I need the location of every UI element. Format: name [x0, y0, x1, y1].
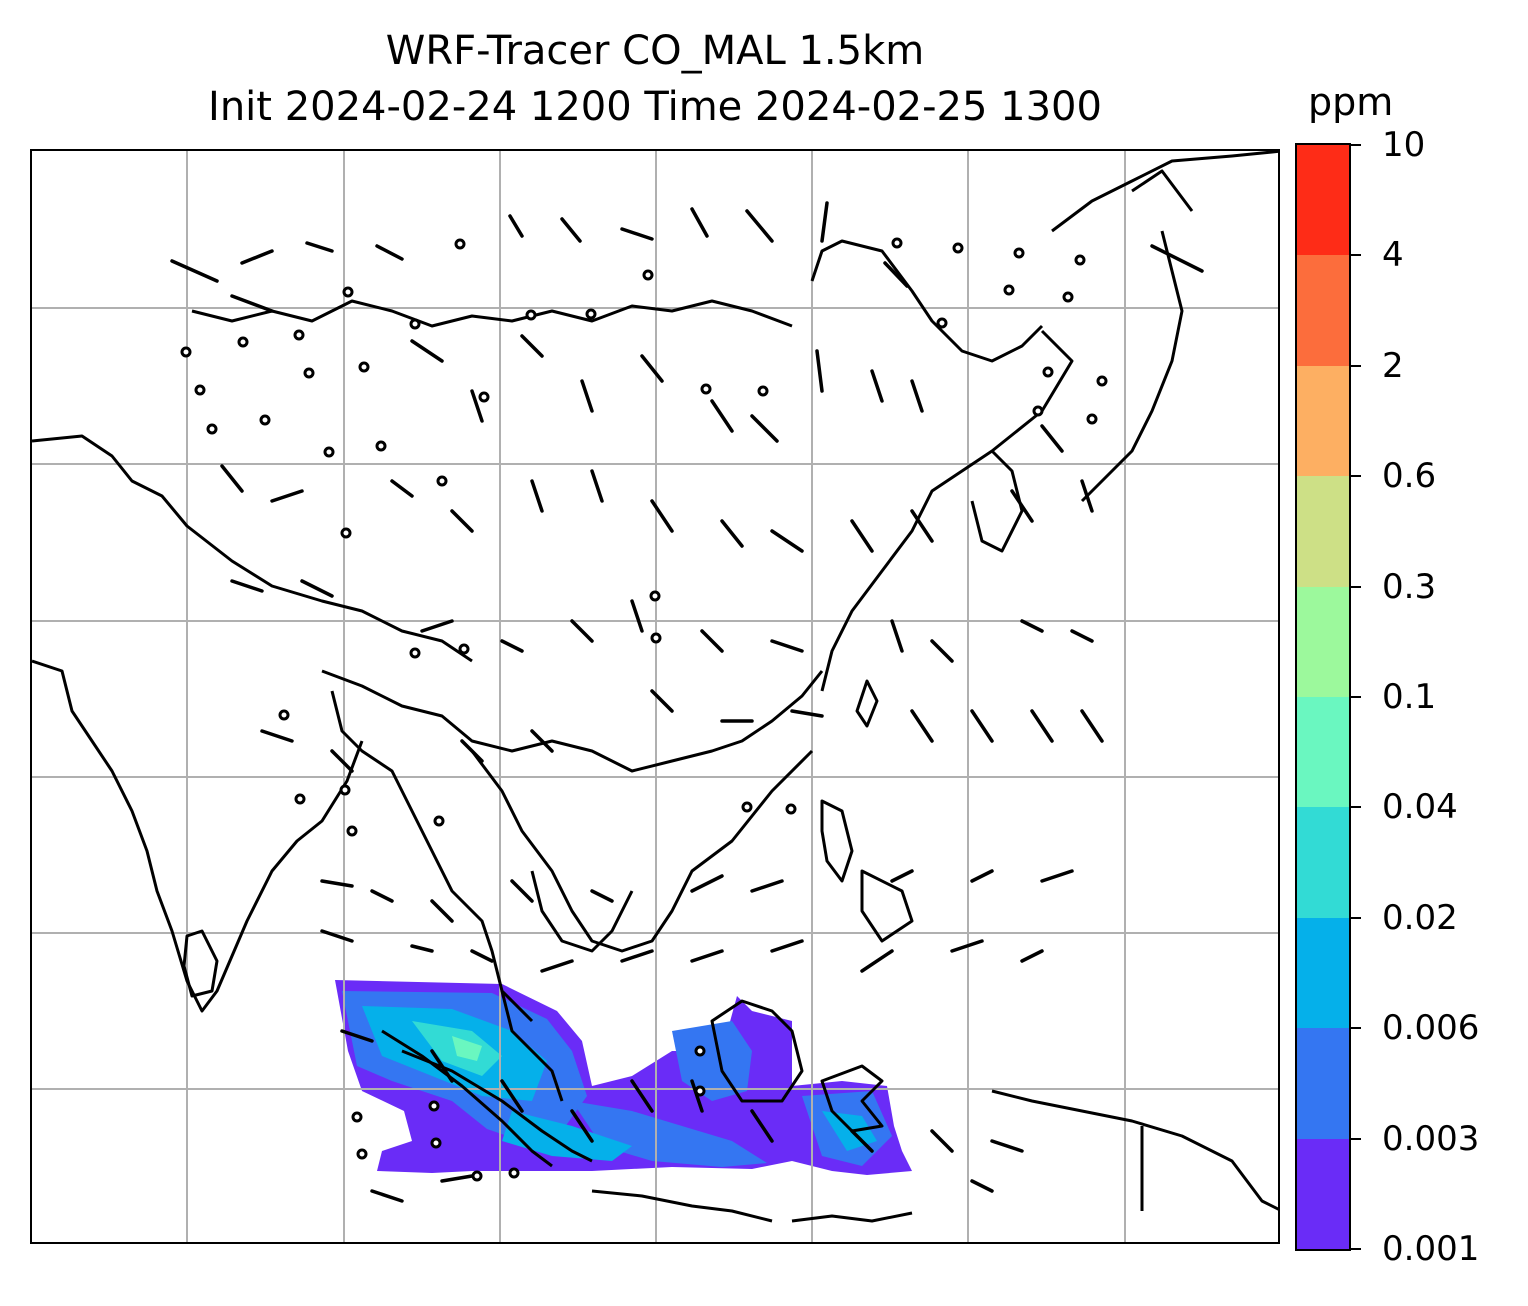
malay-peninsula	[500, 990, 564, 1102]
colorbar-tick	[1351, 254, 1361, 257]
bangladesh-myanmar	[330, 690, 534, 1023]
colorbar-segment	[1297, 1027, 1349, 1139]
russia-far-east	[1051, 151, 1278, 233]
borneo	[710, 999, 804, 1103]
colorbar-unit-label: ppm	[1308, 80, 1394, 124]
chart-title-line-1: WRF-Tracer CO_MAL 1.5km	[385, 28, 925, 74]
new-guinea	[991, 1089, 1278, 1211]
colorbar-tick-label: 10	[1382, 125, 1426, 165]
colorbar-tick-label: 0.04	[1382, 787, 1458, 828]
sumatra-west	[381, 1029, 553, 1168]
chart-title-line-2: Init 2024-02-24 1200 Time 2024-02-25 130…	[208, 84, 1102, 130]
wind-barbs	[170, 201, 1204, 1203]
sulawesi	[820, 1064, 884, 1133]
korea	[970, 449, 1024, 553]
china-coast	[820, 329, 1074, 692]
tracer-concentration-field	[335, 980, 912, 1175]
colorbar-tick	[1351, 475, 1361, 478]
colorbar-tick-label: 0.001	[1382, 1229, 1480, 1269]
sri-lanka	[182, 929, 219, 998]
colorbar-segment	[1297, 365, 1349, 477]
colorbar-segment	[1297, 806, 1349, 918]
philippines-mindanao	[860, 869, 914, 943]
china-south-border	[321, 669, 824, 773]
taiwan	[855, 679, 879, 728]
colorbar-tick	[1351, 1027, 1361, 1030]
colorbar-tick-label: 4	[1382, 235, 1404, 276]
japan	[1080, 169, 1194, 503]
colorbar-segment	[1297, 475, 1349, 587]
himalaya-border	[32, 434, 473, 663]
calm-wind-circles	[180, 237, 1108, 1182]
colorbar-tick-label: 0.6	[1382, 456, 1437, 497]
colorbar-tick-label: 0.02	[1382, 897, 1458, 938]
china-north-border	[810, 239, 1044, 363]
colorbar-segment	[1297, 1138, 1349, 1249]
lesser-sunda	[791, 1211, 913, 1223]
colorbar	[1295, 143, 1351, 1251]
philippines-luzon	[820, 799, 854, 883]
colorbar-tick	[1351, 1248, 1361, 1250]
colorbar-segment	[1297, 144, 1349, 256]
map-gridlines	[32, 151, 1278, 1242]
colorbar-tick-label: 0.3	[1382, 566, 1437, 607]
map-panel	[30, 149, 1280, 1244]
colorbar-tick	[1351, 364, 1361, 367]
colorbar-tick	[1351, 1137, 1361, 1140]
plume-layer-5	[452, 1036, 482, 1061]
colorbar-tick	[1351, 696, 1361, 698]
colorbar-segment	[1297, 254, 1349, 366]
india-coast	[32, 659, 364, 1013]
colorbar-tick	[1351, 916, 1361, 919]
map-canvas	[32, 151, 1278, 1242]
colorbar-tick-label: 0.003	[1382, 1118, 1480, 1159]
colorbar-tick	[1351, 144, 1361, 146]
colorbar-segment	[1297, 586, 1349, 697]
colorbar-tick	[1351, 806, 1361, 809]
mongolia-border	[191, 299, 793, 328]
gulf-thailand	[530, 870, 634, 953]
indochina	[470, 749, 814, 953]
colorbar-tick-label: 0.006	[1382, 1008, 1480, 1049]
colorbar-segment	[1297, 917, 1349, 1029]
colorbar-tick	[1351, 585, 1361, 588]
colorbar-segment	[1297, 696, 1349, 808]
colorbar-tick-label: 2	[1382, 345, 1404, 386]
java	[591, 1189, 773, 1223]
colorbar-tick-label: 0.1	[1382, 677, 1437, 717]
